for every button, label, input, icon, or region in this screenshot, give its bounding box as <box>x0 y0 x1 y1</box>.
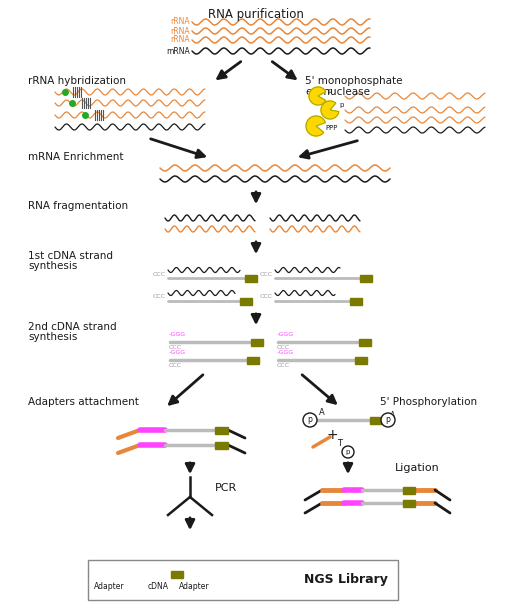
Text: CCC: CCC <box>153 294 166 299</box>
Circle shape <box>303 413 317 427</box>
Bar <box>370 416 383 424</box>
Text: -GGG: -GGG <box>277 332 294 337</box>
Text: CCC: CCC <box>169 363 182 368</box>
Text: RNA fragmentation: RNA fragmentation <box>28 201 128 211</box>
Text: rRNA: rRNA <box>170 17 190 26</box>
Text: RNA purification: RNA purification <box>208 8 304 21</box>
Text: synthesis: synthesis <box>28 332 77 342</box>
Text: p: p <box>308 416 312 424</box>
Text: 2nd cDNA strand: 2nd cDNA strand <box>28 322 117 332</box>
Text: rRNA: rRNA <box>170 36 190 44</box>
Text: PPP: PPP <box>325 125 337 131</box>
Text: NGS Library: NGS Library <box>304 573 388 586</box>
Bar <box>251 339 263 346</box>
Text: Ligation: Ligation <box>395 463 440 473</box>
Circle shape <box>342 446 354 458</box>
Text: Adapter: Adapter <box>179 582 210 591</box>
FancyBboxPatch shape <box>88 560 398 600</box>
Text: -GGG: -GGG <box>169 332 186 337</box>
Bar <box>355 357 367 363</box>
Text: -GGG: -GGG <box>169 350 186 355</box>
Text: Adapters attachment: Adapters attachment <box>28 397 139 407</box>
Bar <box>240 298 252 304</box>
Bar <box>360 275 372 282</box>
Bar <box>359 339 371 346</box>
Bar <box>215 442 228 448</box>
Text: Adapter: Adapter <box>94 582 124 591</box>
Bar <box>171 570 183 578</box>
Text: exonuclease: exonuclease <box>305 87 370 97</box>
Text: CCC: CCC <box>260 272 273 277</box>
Text: p: p <box>346 449 350 455</box>
Text: cDNA: cDNA <box>148 582 169 591</box>
Text: 1st cDNA strand: 1st cDNA strand <box>28 251 113 261</box>
Wedge shape <box>309 87 326 105</box>
Text: PCR: PCR <box>215 483 237 493</box>
Text: p: p <box>386 416 390 424</box>
Text: CCC: CCC <box>153 272 166 277</box>
Wedge shape <box>306 116 326 136</box>
Text: 5' monophosphate: 5' monophosphate <box>305 76 403 86</box>
Wedge shape <box>321 101 339 119</box>
Text: CCC: CCC <box>169 345 182 350</box>
Text: +: + <box>326 428 338 442</box>
Bar <box>247 357 259 363</box>
Text: mRNA: mRNA <box>166 46 190 55</box>
Text: CCC: CCC <box>277 363 290 368</box>
Text: CCC: CCC <box>277 345 290 350</box>
Text: A: A <box>390 410 395 419</box>
Text: p: p <box>339 102 343 108</box>
Bar <box>350 298 362 304</box>
Circle shape <box>381 413 395 427</box>
Bar <box>215 426 228 434</box>
Text: 5' Phosphorylation: 5' Phosphorylation <box>380 397 477 407</box>
Text: rRNA: rRNA <box>170 26 190 36</box>
Bar <box>403 487 415 493</box>
Text: synthesis: synthesis <box>28 261 77 271</box>
Bar <box>403 500 415 506</box>
Text: mRNA Enrichment: mRNA Enrichment <box>28 152 124 162</box>
Text: T: T <box>337 439 342 447</box>
Bar <box>245 275 257 282</box>
Text: A: A <box>319 408 325 417</box>
Text: rRNA hybridization: rRNA hybridization <box>28 76 126 86</box>
Text: p: p <box>327 88 331 94</box>
Text: CCC: CCC <box>260 294 273 299</box>
Text: -GGG: -GGG <box>277 350 294 355</box>
